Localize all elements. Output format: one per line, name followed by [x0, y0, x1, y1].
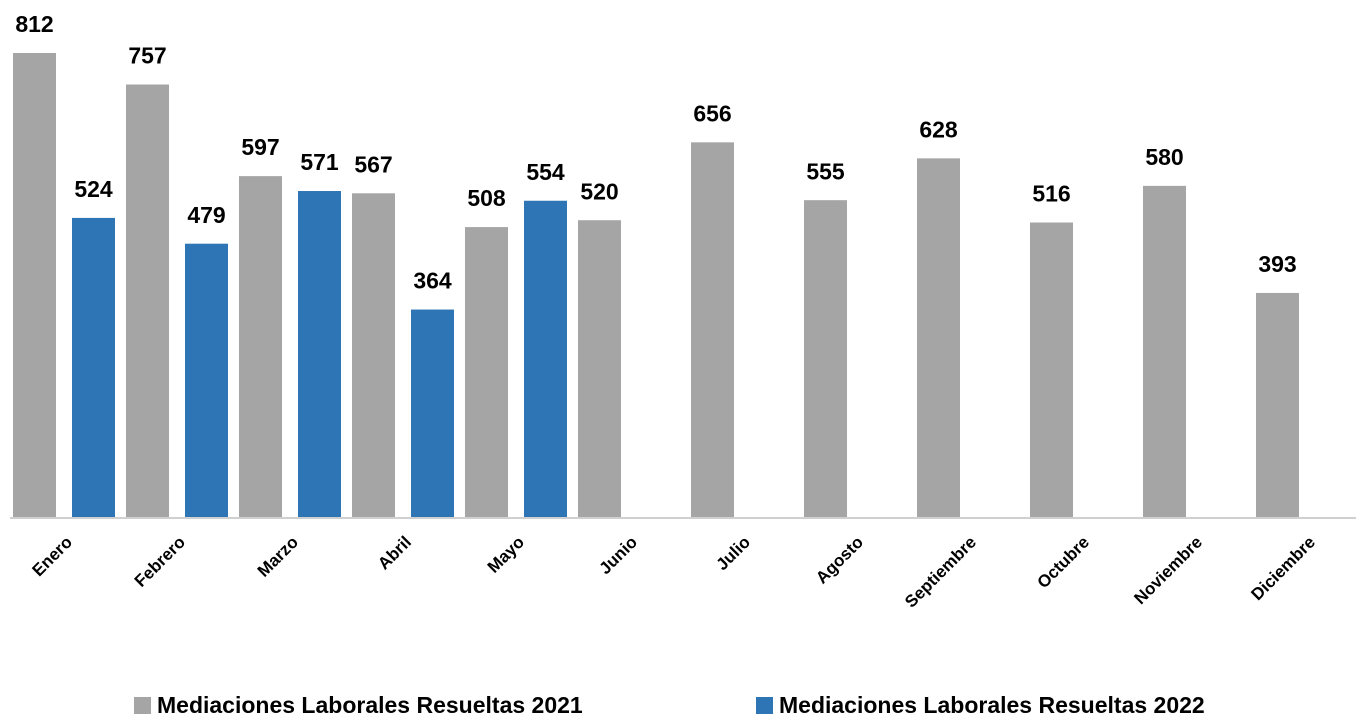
- legend-swatch: [134, 697, 151, 714]
- x-tick-label: Octubre: [1033, 533, 1093, 593]
- x-tick-label: Febrero: [131, 533, 189, 591]
- x-tick-label: Junio: [596, 533, 641, 578]
- data-label: 555: [806, 158, 845, 184]
- x-tick-label: Enero: [28, 533, 76, 581]
- bar: [13, 53, 56, 518]
- bar: [72, 217, 115, 519]
- data-label: 597: [241, 134, 279, 160]
- data-label: 516: [1032, 181, 1070, 207]
- data-label: 571: [300, 149, 339, 175]
- data-label: 628: [919, 116, 958, 142]
- legend-label: Mediaciones Laborales Resueltas 2021: [157, 692, 583, 717]
- x-tick-label: Marzo: [254, 533, 302, 581]
- bar: [126, 84, 169, 518]
- data-label: 656: [693, 100, 731, 126]
- bar: [578, 220, 621, 519]
- legend-label: Mediaciones Laborales Resueltas 2022: [779, 692, 1205, 717]
- bar: [524, 200, 567, 518]
- data-label: 812: [15, 11, 53, 37]
- data-label: 479: [187, 202, 225, 228]
- data-label: 393: [1258, 251, 1296, 277]
- bar: [1030, 222, 1073, 518]
- data-label: 520: [580, 178, 618, 204]
- data-label: 580: [1145, 144, 1183, 170]
- bar: [298, 191, 341, 518]
- bar: [411, 309, 454, 518]
- data-label: 524: [74, 176, 113, 202]
- bar: [917, 158, 960, 519]
- data-label: 364: [413, 268, 452, 294]
- bar: [185, 243, 228, 519]
- bar: [804, 200, 847, 518]
- bar: [691, 142, 734, 519]
- bar: [465, 227, 508, 518]
- data-label: 757: [128, 43, 166, 69]
- bar: [352, 193, 395, 518]
- x-tick-label: Julio: [713, 533, 754, 574]
- bar: [1143, 185, 1186, 518]
- x-tick-label: Noviembre: [1130, 533, 1206, 609]
- data-label: 508: [467, 185, 506, 211]
- bar: [239, 176, 282, 518]
- legend-swatch: [756, 697, 773, 714]
- data-label: 567: [354, 151, 392, 177]
- data-label: 554: [526, 159, 565, 185]
- x-tick-label: Agosto: [812, 533, 867, 588]
- bar: [1256, 292, 1299, 518]
- x-tick-label: Abril: [374, 533, 415, 574]
- x-tick-label: Mayo: [484, 533, 528, 577]
- x-tick-label: Septiembre: [901, 533, 980, 612]
- x-tick-label: Diciembre: [1247, 533, 1319, 605]
